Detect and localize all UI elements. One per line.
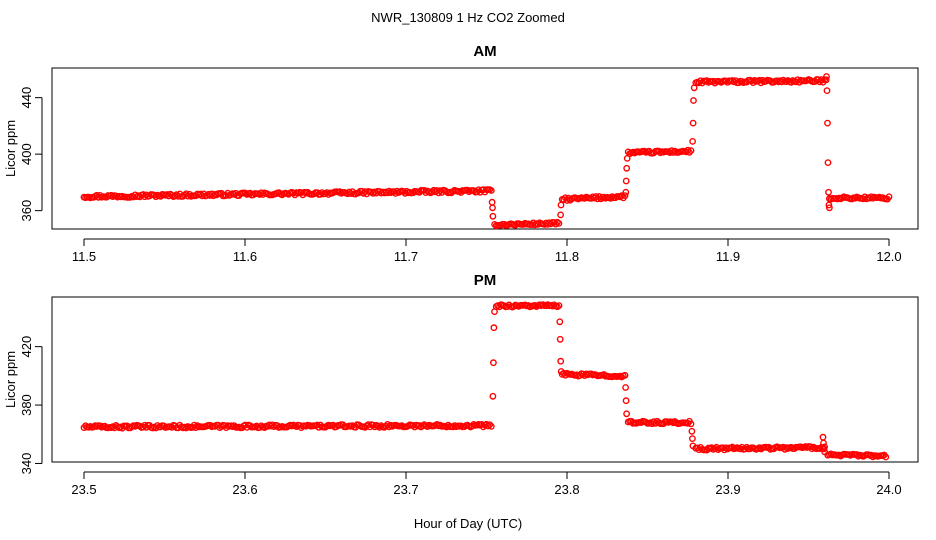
data-point	[689, 442, 697, 450]
data-point	[622, 397, 630, 405]
y-tick-label: 380	[19, 394, 34, 416]
data-point	[557, 368, 565, 375]
data-point	[557, 201, 565, 209]
data-point	[622, 188, 630, 196]
data-point	[487, 187, 495, 194]
data-point	[622, 384, 629, 391]
data-series-co2	[80, 73, 893, 230]
data-point	[623, 164, 631, 172]
data-point	[489, 359, 497, 367]
data-point	[823, 73, 830, 80]
data-point	[689, 435, 696, 442]
data-point	[556, 335, 564, 343]
x-tick-label: 11.8	[555, 249, 579, 264]
data-point	[557, 357, 565, 365]
plot-frame	[51, 67, 919, 230]
y-tick-label: 360	[19, 200, 34, 222]
x-tick-label: 23.5	[71, 482, 96, 497]
data-point	[885, 193, 893, 201]
x-tick-label: 11.6	[233, 249, 257, 264]
data-point	[689, 137, 696, 145]
data-point	[623, 410, 630, 418]
data-point	[824, 159, 832, 167]
data-point	[490, 324, 498, 332]
x-tick-label: 11.5	[72, 249, 96, 264]
data-point	[489, 212, 497, 220]
y-tick-label: 440	[19, 87, 34, 109]
x-tick-label: 23.7	[393, 482, 418, 497]
figure-x-axis-label: Hour of Day (UTC)	[414, 516, 522, 531]
x-tick-label: 24.0	[876, 482, 901, 497]
data-point	[825, 201, 833, 209]
data-point	[824, 119, 831, 127]
data-point	[688, 427, 696, 435]
data-point	[826, 204, 833, 212]
data-point	[623, 154, 631, 162]
data-point	[622, 177, 630, 185]
panel-title: AM	[473, 43, 496, 60]
x-tick-label: 11.9	[716, 249, 740, 264]
y-tick-label: 400	[19, 143, 34, 165]
panel-title: PM	[474, 272, 497, 289]
data-point	[484, 422, 492, 430]
x-tick-label: 23.9	[715, 482, 740, 497]
data-point	[821, 448, 828, 456]
data-point	[621, 371, 629, 379]
plot-frame	[51, 296, 919, 463]
data-point	[808, 445, 816, 453]
data-point	[689, 119, 697, 127]
data-point	[690, 97, 697, 104]
data-point	[555, 302, 563, 309]
data-point	[487, 422, 495, 430]
data-point	[489, 204, 496, 212]
x-tick-label: 12.0	[876, 249, 901, 264]
x-tick-label: 23.8	[554, 482, 579, 497]
data-point	[825, 188, 832, 196]
data-point	[557, 211, 564, 219]
y-tick-label: 420	[19, 336, 34, 358]
data-point	[555, 219, 563, 227]
data-point	[687, 147, 695, 155]
data-point	[489, 392, 497, 400]
x-tick-label: 11.7	[394, 249, 418, 264]
am-panel: AM 11.5 11.6 11.7 11.8 11.9 12.0 360 400 440Licor…	[3, 43, 919, 264]
data-point	[820, 445, 828, 453]
data-point	[491, 308, 498, 315]
data-point	[687, 420, 695, 428]
y-axis-label: Licor ppm	[3, 351, 18, 408]
x-tick-label: 23.6	[232, 482, 257, 497]
y-tick-label: 340	[19, 453, 34, 475]
pm-panel: PM 23.5 23.6 23.7 23.8 23.9 24.0 340 380 420Licor…	[3, 272, 919, 497]
data-series-co2	[80, 301, 890, 461]
data-point	[823, 87, 831, 95]
y-axis-label: Licor ppm	[3, 120, 18, 177]
data-point	[261, 424, 268, 431]
data-point	[690, 84, 698, 92]
data-point	[621, 192, 629, 200]
data-point	[822, 76, 830, 84]
figure-title: NWR_130809 1 Hz CO2 Zoomed	[371, 10, 565, 25]
data-point	[556, 318, 564, 326]
data-point	[882, 453, 890, 461]
